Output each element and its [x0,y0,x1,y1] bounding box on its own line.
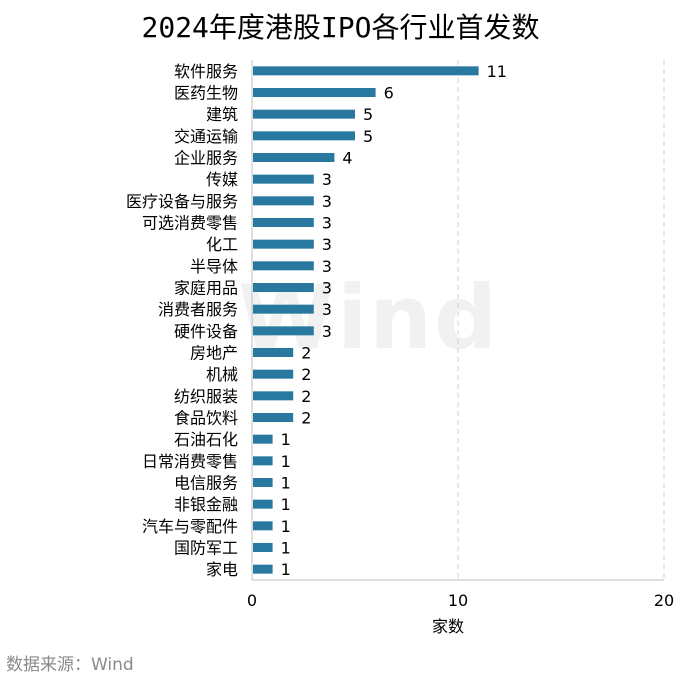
value-label-17: 1 [281,430,291,449]
category-label-13: 房地产 [190,344,238,363]
bar-4 [253,153,335,162]
value-label-18: 1 [281,452,291,471]
value-label-4: 4 [342,149,352,168]
bar-14 [253,369,294,379]
bar-13 [253,348,294,357]
x-axis-label: 家数 [432,617,464,636]
bar-21 [253,521,273,531]
bar-12 [253,326,314,336]
category-label-19: 电信服务 [174,474,238,493]
category-labels: 软件服务医药生物建筑交通运输企业服务传媒医疗设备与服务可选消费零售化工半导体家庭… [126,62,238,579]
category-label-22: 国防军工 [174,539,238,558]
chart-title: 2024年度港股IPO各行业首发数 [141,11,540,44]
category-label-12: 硬件设备 [174,322,238,341]
bar-22 [253,543,273,552]
bar-6 [253,196,314,206]
x-tick-label-0: 0 [247,591,257,610]
value-label-8: 3 [322,235,332,254]
bar-20 [253,499,273,509]
category-label-21: 汽车与零配件 [142,517,238,536]
category-label-16: 食品饮料 [174,409,238,428]
bar-9 [253,261,314,271]
bar-11 [253,304,314,314]
x-tick-label-1: 10 [448,591,468,610]
value-label-7: 3 [322,214,332,233]
bar-0 [253,66,479,76]
value-label-3: 5 [363,127,373,146]
value-label-10: 3 [322,279,332,298]
x-tick-label-2: 20 [654,591,674,610]
value-label-20: 1 [281,495,291,514]
bar-3 [253,131,355,141]
bar-19 [253,478,273,487]
value-label-2: 5 [363,105,373,124]
bar-18 [253,456,273,466]
value-label-12: 3 [322,322,332,341]
value-label-21: 1 [281,517,291,536]
value-label-11: 3 [322,300,332,319]
category-label-8: 化工 [206,235,238,254]
value-label-19: 1 [281,474,291,493]
data-source: 数据来源：Wind [6,655,134,675]
value-label-9: 3 [322,257,332,276]
category-label-14: 机械 [206,365,238,384]
category-label-7: 可选消费零售 [142,214,238,233]
value-label-22: 1 [281,539,291,558]
category-label-1: 医药生物 [174,84,238,103]
category-label-20: 非银金融 [174,495,238,514]
category-label-0: 软件服务 [174,62,238,81]
category-label-5: 传媒 [206,170,238,189]
bar-16 [253,413,294,422]
bar-8 [253,239,314,249]
value-label-0: 11 [487,62,507,81]
category-label-18: 日常消费零售 [142,452,238,471]
value-label-13: 2 [301,344,311,363]
bars [253,66,479,574]
category-label-3: 交通运输 [174,127,238,146]
value-label-14: 2 [301,365,311,384]
category-label-4: 企业服务 [174,149,238,168]
value-label-15: 2 [301,387,311,406]
bar-7 [253,218,314,227]
category-label-9: 半导体 [190,257,238,276]
bar-5 [253,174,314,184]
value-label-5: 3 [322,170,332,189]
value-label-6: 3 [322,192,332,211]
category-label-15: 纺织服装 [174,387,238,406]
category-label-17: 石油石化 [174,430,238,449]
grid-lines [457,60,665,580]
value-label-16: 2 [301,409,311,428]
bar-17 [253,434,273,444]
category-label-6: 医疗设备与服务 [126,192,238,211]
bar-2 [253,109,355,119]
category-label-2: 建筑 [206,105,238,124]
bar-10 [253,283,314,292]
value-label-23: 1 [281,560,291,579]
category-label-10: 家庭用品 [174,279,238,298]
bar-1 [253,88,376,97]
bar-23 [253,564,273,574]
category-label-23: 家电 [206,560,238,579]
bar-15 [253,391,294,401]
value-label-1: 6 [384,84,394,103]
x-tick-labels: 0 10 20 [247,591,674,610]
category-label-11: 消费者服务 [158,300,238,319]
